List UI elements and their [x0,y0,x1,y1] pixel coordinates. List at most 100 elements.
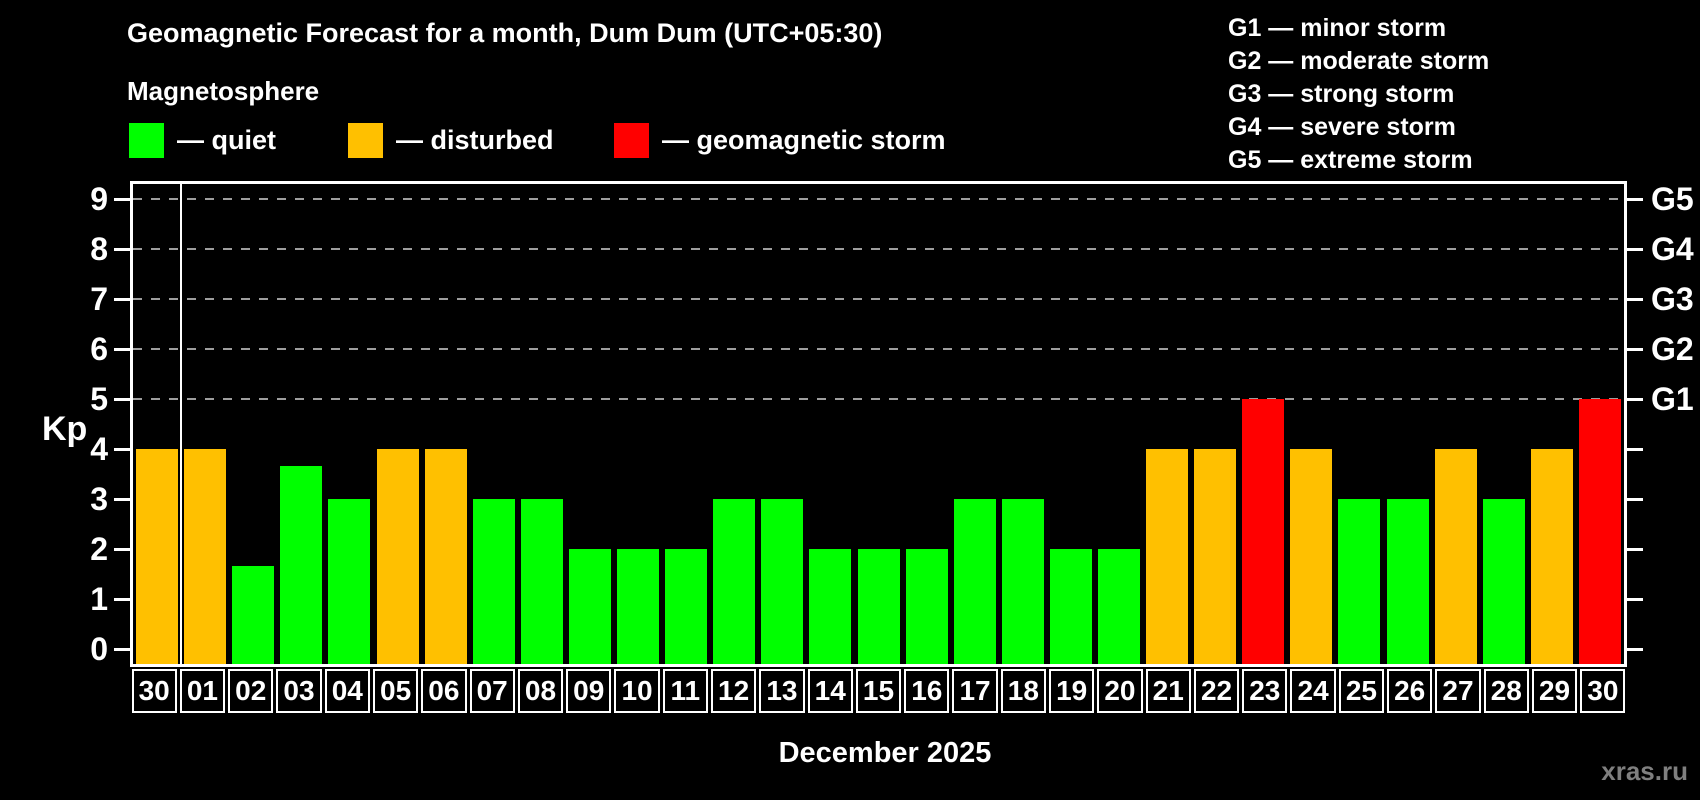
kp-bar-28-day-28 [1482,499,1525,664]
kp-bar-19-day-19 [1049,549,1092,664]
kp-bar-25-day-25 [1338,499,1381,664]
x-tick-label-9-day-09: 09 [566,669,612,713]
x-tick-label-23-day-23: 23 [1242,669,1288,713]
y-tick-left-5 [114,398,130,401]
x-tick-label-19-day-19: 19 [1049,669,1095,713]
kp-bar-6-day-06 [424,449,467,664]
x-tick-label-3-day-03: 03 [276,669,322,713]
x-tick-label-30-day-30: 30 [1580,669,1626,713]
y-tick-right-0 [1627,648,1643,651]
x-tick-label-4-day-04: 04 [324,669,370,713]
y-tick-right-8 [1627,248,1643,251]
kp-bar-0-day-30 [136,449,179,664]
y-tick-label-0: 0 [90,631,108,667]
x-tick-label-7-day-07: 07 [469,669,515,713]
y-tick-right-5 [1627,398,1643,401]
g-level-label-g4: G4 [1651,231,1694,267]
y-tick-label-1: 1 [90,581,108,617]
x-tick-label-27-day-27: 27 [1435,669,1481,713]
y-tick-left-9 [114,198,130,201]
legend-label-disturbed: — disturbed [396,124,554,155]
g-legend-line-2: G2 — moderate storm [1228,47,1490,75]
y-tick-left-1 [114,598,130,601]
x-tick-label-13-day-13: 13 [759,669,805,713]
watermark: xras.ru [1601,756,1688,786]
x-tick-label-21-day-21: 21 [1145,669,1191,713]
legend-item-quiet: — quiet [129,120,276,160]
kp-bar-3-day-03 [280,465,323,664]
x-tick-label-26-day-26: 26 [1387,669,1433,713]
x-axis-title: December 2025 [778,737,992,769]
legend-label-quiet: — quiet [177,124,276,155]
kp-bar-7-day-07 [472,499,515,664]
y-tick-label-9: 9 [90,181,108,217]
page-title: Geomagnetic Forecast for a month, Dum Du… [127,18,883,48]
gridline-kp-9 [133,198,1624,200]
g-legend-line-1: G1 — minor storm [1228,14,1447,42]
y-tick-label-6: 6 [90,331,108,367]
x-tick-label-6-day-06: 06 [421,669,467,713]
kp-bar-24-day-24 [1290,449,1333,664]
y-tick-left-3 [114,498,130,501]
plot-area [130,181,1627,667]
gridline-kp-7 [133,298,1624,300]
gridline-kp-6 [133,348,1624,350]
y-tick-right-7 [1627,298,1643,301]
gridline-kp-8 [133,248,1624,250]
y-tick-left-8 [114,248,130,251]
y-tick-right-1 [1627,598,1643,601]
kp-bar-20-day-20 [1097,549,1140,664]
y-tick-label-7: 7 [90,281,108,317]
x-tick-label-20-day-20: 20 [1097,669,1143,713]
y-tick-left-7 [114,298,130,301]
legend-item-storm: — geomagnetic storm [614,120,946,160]
x-tick-label-5-day-05: 05 [372,669,419,713]
kp-bar-5-day-05 [376,449,419,664]
y-tick-right-4 [1627,448,1643,451]
x-tick-label-8-day-08: 08 [517,669,564,713]
y-tick-label-5: 5 [90,381,108,417]
kp-bar-14-day-14 [809,549,852,664]
storm-color-swatch [614,122,649,158]
kp-bar-1-day-01 [184,449,227,664]
x-tick-label-2-day-02: 02 [228,669,274,713]
x-tick-label-12-day-12: 12 [710,669,757,713]
y-tick-left-6 [114,348,130,351]
kp-bar-29-day-29 [1530,449,1573,664]
kp-bar-18-day-18 [1001,499,1044,664]
g-legend-line-4: G4 — severe storm [1228,113,1456,141]
y-tick-label-4: 4 [90,431,108,467]
kp-bar-26-day-26 [1386,499,1429,664]
kp-bar-17-day-17 [953,499,996,664]
x-tick-label-22-day-22: 22 [1193,669,1240,713]
chart-subtitle: Magnetosphere [127,76,320,106]
x-tick-label-0-day-30: 30 [131,669,177,713]
y-tick-right-9 [1627,198,1643,201]
x-tick-label-29-day-29: 29 [1531,669,1578,713]
kp-bar-13-day-13 [761,499,804,664]
kp-bar-21-day-21 [1146,449,1189,664]
kp-bar-8-day-08 [520,499,563,664]
y-tick-left-2 [114,548,130,551]
kp-bar-4-day-04 [328,499,371,664]
legend-item-disturbed: — disturbed [348,120,554,160]
quiet-color-swatch [129,122,164,158]
kp-bar-9-day-09 [568,549,611,664]
x-tick-label-24-day-24: 24 [1290,669,1336,713]
g-level-label-g3: G3 [1651,281,1694,317]
disturbed-color-swatch [348,122,383,158]
y-tick-right-6 [1627,348,1643,351]
x-tick-label-18-day-18: 18 [1000,669,1046,713]
g-level-label-g1: G1 [1651,381,1694,417]
kp-bar-2-day-02 [232,565,275,664]
y-axis-title: Kp [42,410,88,448]
x-tick-label-28-day-28: 28 [1483,669,1529,713]
legend-label-storm: — geomagnetic storm [662,124,946,155]
y-tick-label-2: 2 [90,531,108,567]
x-tick-label-16-day-16: 16 [904,669,950,713]
kp-bar-15-day-15 [857,549,900,664]
g-level-label-g2: G2 [1651,331,1694,367]
gridline-kp-5 [133,398,1624,400]
g-level-label-g5: G5 [1651,181,1694,217]
y-tick-right-2 [1627,548,1643,551]
